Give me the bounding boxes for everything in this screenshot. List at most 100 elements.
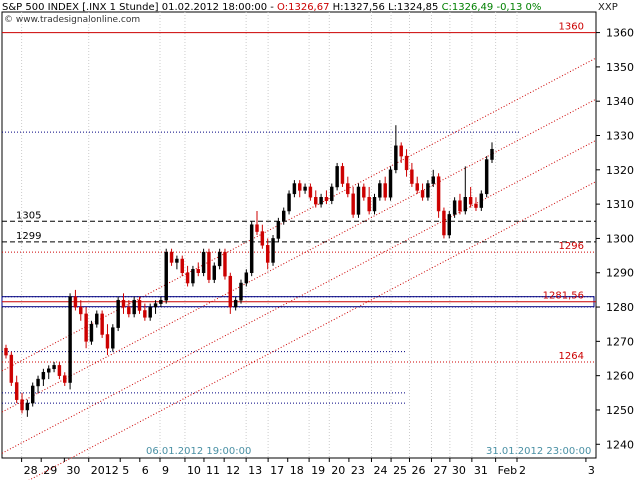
candle-body bbox=[484, 159, 489, 195]
bar-datetime: 01.02.2012 18:00:00 bbox=[161, 2, 268, 13]
x-tick-label: 2012 bbox=[91, 464, 119, 477]
x-tick-label: 3 bbox=[588, 464, 595, 477]
x-tick-label: 30 bbox=[452, 464, 466, 477]
y-tick-label: 1280 bbox=[606, 301, 634, 314]
y-tick-label: 1310 bbox=[606, 198, 634, 211]
candle-body bbox=[351, 193, 355, 215]
trend-channel-line bbox=[1, 139, 597, 454]
candle-body bbox=[404, 155, 409, 171]
candle-body bbox=[105, 334, 110, 349]
candle-body bbox=[335, 166, 339, 188]
candle-body bbox=[196, 269, 200, 273]
level-label: 1360 bbox=[559, 22, 584, 33]
candle-body bbox=[415, 183, 419, 191]
candle-body bbox=[356, 186, 361, 215]
x-tick-label: 27 bbox=[433, 464, 447, 477]
candle-body bbox=[249, 224, 254, 273]
candle-body bbox=[324, 197, 329, 201]
candle-body bbox=[447, 214, 451, 236]
candle-body bbox=[319, 197, 323, 205]
candle-body bbox=[132, 299, 136, 315]
y-tick-label: 1300 bbox=[606, 232, 634, 245]
candle-body bbox=[84, 313, 88, 342]
candle-body bbox=[217, 251, 222, 267]
y-tick-label: 1290 bbox=[606, 267, 634, 280]
candle-body bbox=[30, 385, 35, 404]
candle-body bbox=[153, 303, 158, 308]
x-tick-label: 17 bbox=[270, 464, 284, 477]
level-label: 1281,56 bbox=[543, 291, 584, 302]
x-tick-label: 6 bbox=[142, 464, 149, 477]
x-tick-label: 26 bbox=[411, 464, 425, 477]
candle-body bbox=[9, 354, 14, 383]
instrument-name: S&P 500 INDEX [.INX 1 Stunde] bbox=[2, 2, 159, 13]
candle-body bbox=[223, 251, 227, 277]
low-value: L:1324,85 bbox=[388, 2, 439, 13]
y-tick-label: 1350 bbox=[606, 61, 634, 74]
candle-body bbox=[137, 299, 142, 311]
candle-body bbox=[287, 193, 291, 212]
candle-body bbox=[180, 258, 184, 273]
y-tick-label: 1320 bbox=[606, 164, 634, 177]
x-tick-label: 25 bbox=[393, 464, 407, 477]
x-tick-label: 19 bbox=[311, 464, 325, 477]
candle-body bbox=[260, 231, 265, 246]
candle-body bbox=[201, 251, 206, 273]
x-tick-label: 31 bbox=[474, 464, 488, 477]
y-tick-label: 1340 bbox=[606, 95, 634, 108]
level-label: 1299 bbox=[16, 231, 41, 242]
x-tick-label: 2 bbox=[519, 464, 526, 477]
candle-body bbox=[14, 382, 19, 400]
y-tick-label: 1260 bbox=[606, 370, 634, 383]
close-change-value: C:1326,49 -0,13 0% bbox=[441, 2, 542, 13]
candle-body bbox=[95, 313, 99, 325]
level-label: 1305 bbox=[16, 210, 41, 221]
candle-body bbox=[79, 306, 83, 315]
copyright-icon: © bbox=[4, 15, 13, 25]
level-label: 1264 bbox=[559, 351, 584, 362]
open-value: O:1326,67 bbox=[277, 2, 330, 13]
candle-body bbox=[330, 186, 334, 201]
candle-body bbox=[233, 299, 238, 308]
watermark-url: www.tradesignalonline.com bbox=[15, 15, 141, 25]
y-tick-label: 1330 bbox=[606, 130, 634, 143]
trend-channel-line bbox=[1, 98, 597, 413]
candle-body bbox=[292, 183, 297, 195]
candle-body bbox=[164, 251, 168, 301]
candle-body bbox=[73, 296, 78, 308]
trend-channel-line bbox=[28, 181, 597, 480]
y-tick-label: 1240 bbox=[606, 438, 634, 451]
symbol-label: XXP bbox=[598, 2, 618, 13]
x-tick-label: Feb bbox=[498, 464, 517, 477]
plot-frame bbox=[1, 11, 597, 459]
candle-body bbox=[479, 193, 484, 208]
candle-body bbox=[420, 190, 425, 198]
x-tick-label: 11 bbox=[206, 464, 220, 477]
candle-body bbox=[185, 272, 190, 284]
x-tick-label: 24 bbox=[373, 464, 387, 477]
candle-body bbox=[228, 275, 233, 308]
candle-body bbox=[474, 203, 478, 208]
candle-body bbox=[410, 169, 414, 184]
candle-body bbox=[367, 197, 371, 212]
x-tick-label: 23 bbox=[351, 464, 365, 477]
candle-body bbox=[255, 224, 259, 232]
candle-body bbox=[394, 145, 398, 171]
candle-body bbox=[52, 365, 56, 370]
candle-body bbox=[121, 299, 126, 308]
candle-body bbox=[148, 306, 152, 318]
candle-body bbox=[303, 186, 307, 191]
candle-body bbox=[68, 296, 72, 383]
candle-body bbox=[36, 378, 40, 387]
date-marker-label: 31.01.2012 23:00:00 bbox=[486, 446, 591, 457]
x-tick-label: 9 bbox=[162, 464, 169, 477]
candle-body bbox=[468, 197, 473, 205]
candle-body bbox=[431, 176, 435, 184]
x-tick-label: 28 bbox=[24, 464, 38, 477]
level-label: 1296 bbox=[559, 241, 584, 252]
candle-body bbox=[308, 186, 313, 198]
candle-body bbox=[57, 365, 62, 376]
candle-body bbox=[388, 169, 393, 198]
candle-body bbox=[452, 200, 457, 215]
